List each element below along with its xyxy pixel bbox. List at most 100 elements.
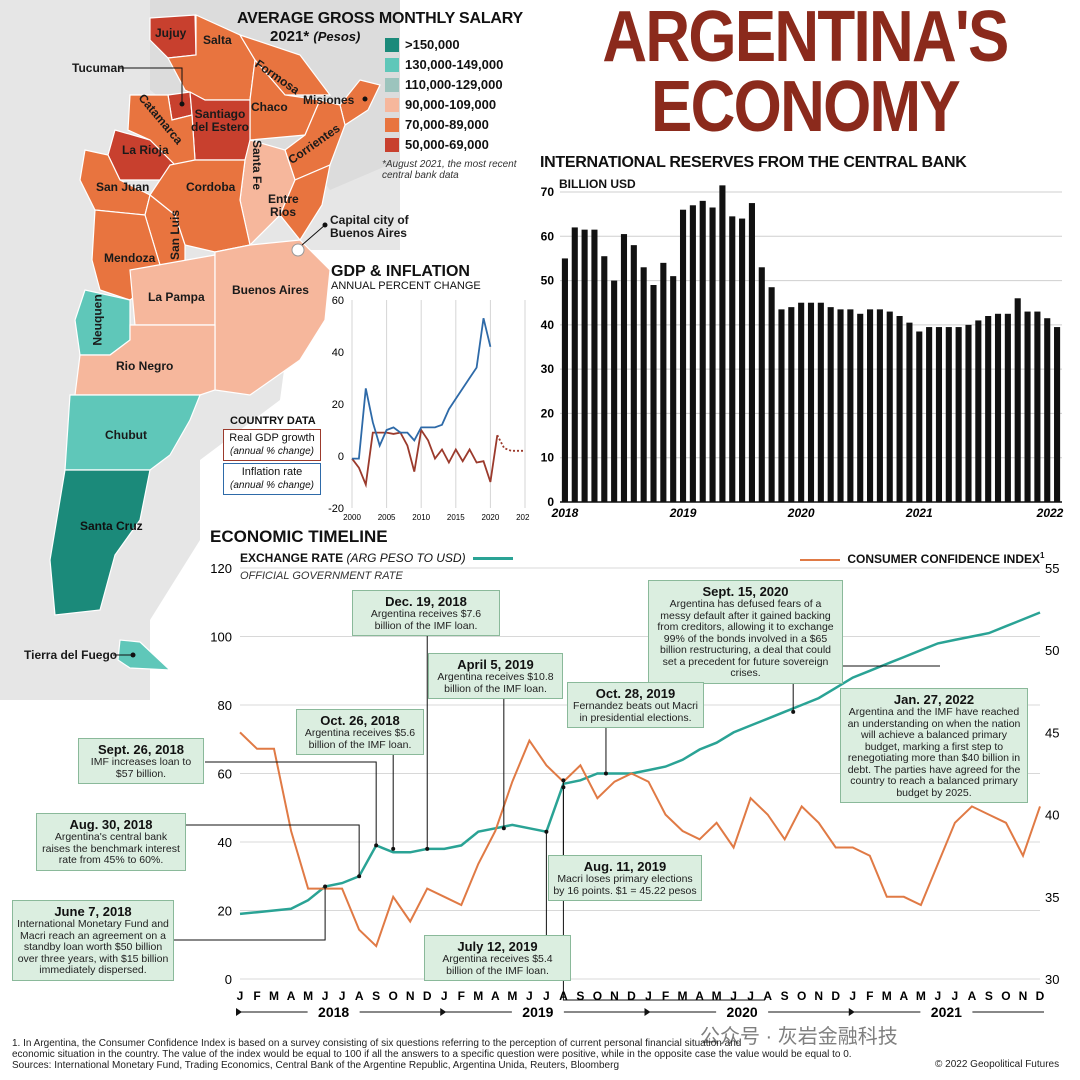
callout-text: Fernandez beats out Macri in presidentia… [573,700,698,724]
bar [1004,313,1011,502]
bar [739,218,746,503]
legend-item: 70,000-89,000 [385,117,489,132]
watermark: 公众号 · 灰岩金融科技 [700,1026,898,1048]
bar [955,327,962,502]
x-tick-label: 2019 [669,506,697,520]
sources: Sources: International Monetary Fund, Tr… [12,1060,620,1071]
bar [886,311,893,502]
salary-subtitle: 2021* (Pesos) [270,28,360,45]
confidence-legend: CONSUMER CONFIDENCE INDEX1 [800,551,1044,566]
month-label: O [593,989,602,1003]
callout-anchor [374,843,379,848]
confidence-sup: 1 [1040,551,1045,560]
month-label: M [303,989,313,1003]
callout-leader [605,724,610,774]
year-label: 2020 [727,1004,758,1020]
tucuman-dot [179,101,185,107]
gdp-forecast-line [496,434,525,452]
bar [719,185,726,502]
left-tick-label: 120 [210,561,232,576]
bar [709,207,716,502]
callout-leader [205,761,377,846]
callout-title: Aug. 11, 2019 [583,859,667,874]
callout-title: Dec. 19, 2018 [385,594,467,609]
month-label: J [645,989,652,1003]
title-line-1: ARGENTINA'S [602,0,1009,77]
month-label: D [1036,989,1045,1003]
callout-title: July 12, 2019 [457,939,538,954]
bar [965,324,972,502]
month-label: J [849,989,856,1003]
confidence-swatch [800,558,840,561]
x-tick-label: 2015 [447,513,465,522]
bar [916,331,923,502]
month-label: D [831,989,840,1003]
y-tick-label: -20 [328,503,344,515]
reserves-title: INTERNATIONAL RESERVES FROM THE CENTRAL … [540,154,967,171]
callout-jun-2018: June 7, 2018 International Monetary Fund… [12,900,174,981]
confidence-line [239,731,1041,948]
gdp-inflation-chart: 2000 2005 2010 2015 2020 2025 60 40 20 0 -20 [328,295,530,522]
callout-title: Oct. 28, 2019 [595,686,676,701]
callout-sep-2018: Sept. 26, 2018 IMF increases loan to $57… [78,738,204,784]
bar [571,227,578,502]
bar [650,285,657,502]
month-label: J [526,989,533,1003]
label-cordoba: Cordoba [186,180,236,194]
callout-anchor [425,846,430,851]
bar [867,309,874,502]
year-arrow [440,1008,447,1016]
timeline-title: ECONOMIC TIMELINE [210,527,388,546]
tucuman-leader [120,67,183,104]
x-tick-label: 2020 [787,506,815,520]
month-label: A [491,989,500,1003]
month-label: N [406,989,415,1003]
year-label: 2019 [522,1004,553,1020]
month-label: N [814,989,823,1003]
salary-legend: >150,000 130,000-149,000 110,000-129,000… [385,35,520,155]
province-entre-rios [279,163,331,242]
legend-swatch [385,57,399,72]
x-tick-label: 2022 [1036,506,1064,520]
gdp-legend-label: Real GDP growth [229,432,315,444]
legend-item: 90,000-109,000 [385,97,496,112]
province-misiones [339,79,381,126]
callout-text: Argentina receives $5.4 billion of the I… [442,953,553,977]
callout-text: Argentina receives $7.6 billion of the I… [370,608,482,632]
bar [670,276,677,502]
month-label: F [253,989,260,1003]
bar [620,234,628,503]
callout-anchor [357,874,362,879]
y-tick-label: 20 [332,399,344,411]
footnote-line-1: 1. In Argentina, the Consumer Confidence… [12,1038,742,1049]
salary-title: AVERAGE GROSS MONTHLY SALARY [237,10,523,27]
y-tick-label: 20 [541,406,555,420]
callout-oct-2018: Oct. 26, 2018 Argentina receives $5.6 bi… [296,709,424,755]
exchange-rate-line [239,611,1041,916]
x-tick-label: 2025 [516,513,530,522]
bar [876,309,883,502]
left-tick-label: 0 [225,972,232,987]
y-tick-label: 70 [541,185,555,199]
label-san-juan: San Juan [96,180,150,194]
bar [807,302,815,502]
inf-legend-sub: (annual % change) [230,480,314,491]
legend-item: 50,000-69,000 [385,137,489,152]
reserves-chart: 0 10 20 30 40 50 60 70 2018 2019 2020 2021 2022 [541,185,1064,520]
legend-item: 110,000-129,000 [385,77,503,92]
month-label: O [389,989,398,1003]
inf-legend-box: Inflation rate (annual % change) [223,463,321,495]
callout-anchor [544,829,549,834]
bar [660,262,667,502]
right-tick-label: 50 [1045,643,1059,658]
label-santiago: Santiago del Estero [190,107,250,134]
label-capital: Capital city of Buenos Aires [330,213,409,240]
bar [827,307,834,502]
bar [630,245,637,502]
bar [611,280,618,502]
label-santa-cruz: Santa Cruz [80,519,143,533]
month-label: N [1019,989,1028,1003]
x-tick-label: 2020 [482,513,500,522]
legend-label: 110,000-129,000 [405,77,503,92]
